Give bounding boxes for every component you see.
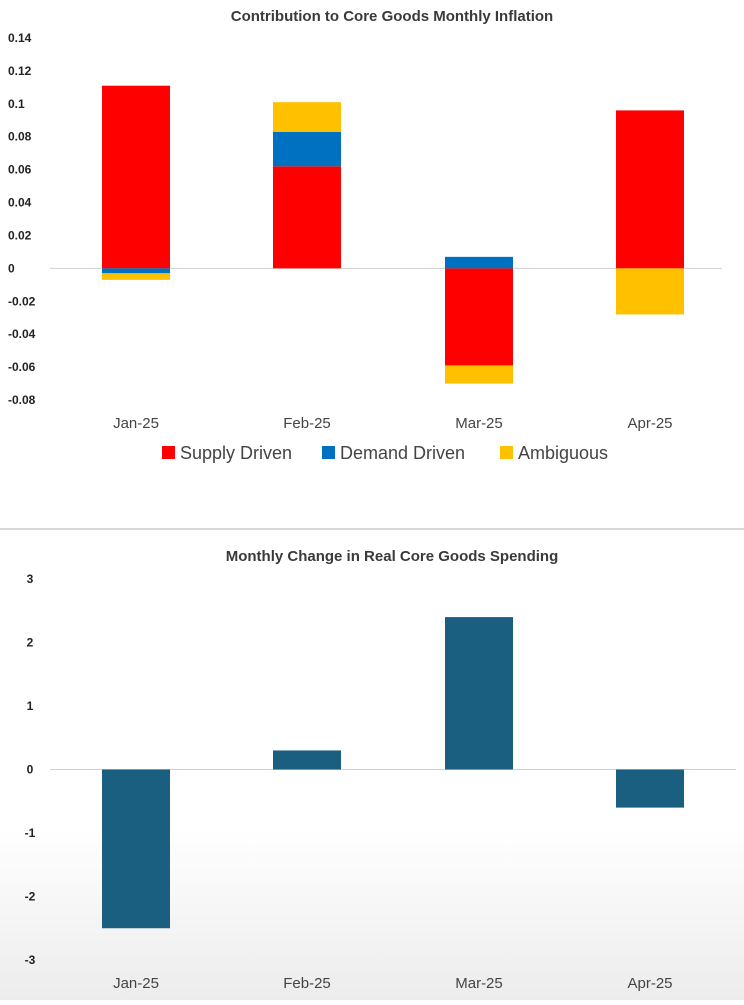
x-tick-label: Feb-25: [283, 975, 331, 992]
chart-title: Monthly Change in Real Core Goods Spendi…: [226, 548, 559, 565]
chart-title: Contribution to Core Goods Monthly Infla…: [231, 8, 553, 25]
bar-segment: [273, 166, 341, 268]
y-tick-label: 3: [27, 572, 34, 586]
y-tick-label: 0: [8, 261, 15, 275]
x-tick-label: Jan-25: [113, 415, 159, 432]
bar: [273, 750, 341, 769]
y-tick-label: 0.04: [8, 196, 32, 210]
legend-label: Demand Driven: [340, 443, 465, 463]
legend-swatch: [500, 446, 513, 459]
bar-segment: [102, 268, 170, 273]
y-tick-label: -0.02: [8, 294, 36, 308]
spending-change-chart: Monthly Change in Real Core Goods Spendi…: [0, 530, 744, 1000]
x-tick-label: Feb-25: [283, 415, 331, 432]
bar-segment: [102, 273, 170, 280]
bar: [616, 770, 684, 808]
bar: [102, 770, 170, 929]
bar-segment: [445, 365, 513, 383]
x-tick-label: Mar-25: [455, 975, 503, 992]
legend-label: Supply Driven: [180, 443, 292, 463]
spending-change-plot: Monthly Change in Real Core Goods Spendi…: [0, 530, 744, 1000]
y-tick-label: -0.04: [8, 327, 36, 341]
x-tick-label: Apr-25: [627, 975, 672, 992]
y-tick-label: 0.02: [8, 228, 32, 242]
y-tick-label: -2: [25, 890, 36, 904]
y-tick-label: 0.12: [8, 64, 32, 78]
y-tick-label: 0: [27, 763, 34, 777]
inflation-contribution-chart: Contribution to Core Goods Monthly Infla…: [0, 0, 744, 520]
x-tick-label: Apr-25: [627, 415, 672, 432]
y-tick-label: 0.06: [8, 163, 32, 177]
legend-swatch: [322, 446, 335, 459]
bar-segment: [445, 257, 513, 269]
y-tick-label: 2: [27, 636, 34, 650]
legend-swatch: [162, 446, 175, 459]
legend-label: Ambiguous: [518, 443, 608, 463]
y-tick-label: 0.1: [8, 97, 25, 111]
y-tick-label: -0.08: [8, 393, 36, 407]
x-tick-label: Mar-25: [455, 415, 503, 432]
bar-segment: [616, 110, 684, 268]
x-tick-label: Jan-25: [113, 975, 159, 992]
bar: [445, 617, 513, 769]
y-tick-label: 0.14: [8, 31, 32, 45]
y-tick-label: 1: [27, 699, 34, 713]
y-tick-label: -0.06: [8, 360, 36, 374]
y-tick-label: 0.08: [8, 130, 32, 144]
bar-segment: [273, 102, 341, 132]
inflation-contribution-plot: Contribution to Core Goods Monthly Infla…: [0, 0, 744, 520]
bar-segment: [102, 86, 170, 269]
bar-segment: [616, 268, 684, 314]
y-tick-label: -1: [25, 826, 36, 840]
bar-segment: [445, 268, 513, 365]
bar-segment: [273, 132, 341, 167]
y-tick-label: -3: [25, 953, 36, 967]
